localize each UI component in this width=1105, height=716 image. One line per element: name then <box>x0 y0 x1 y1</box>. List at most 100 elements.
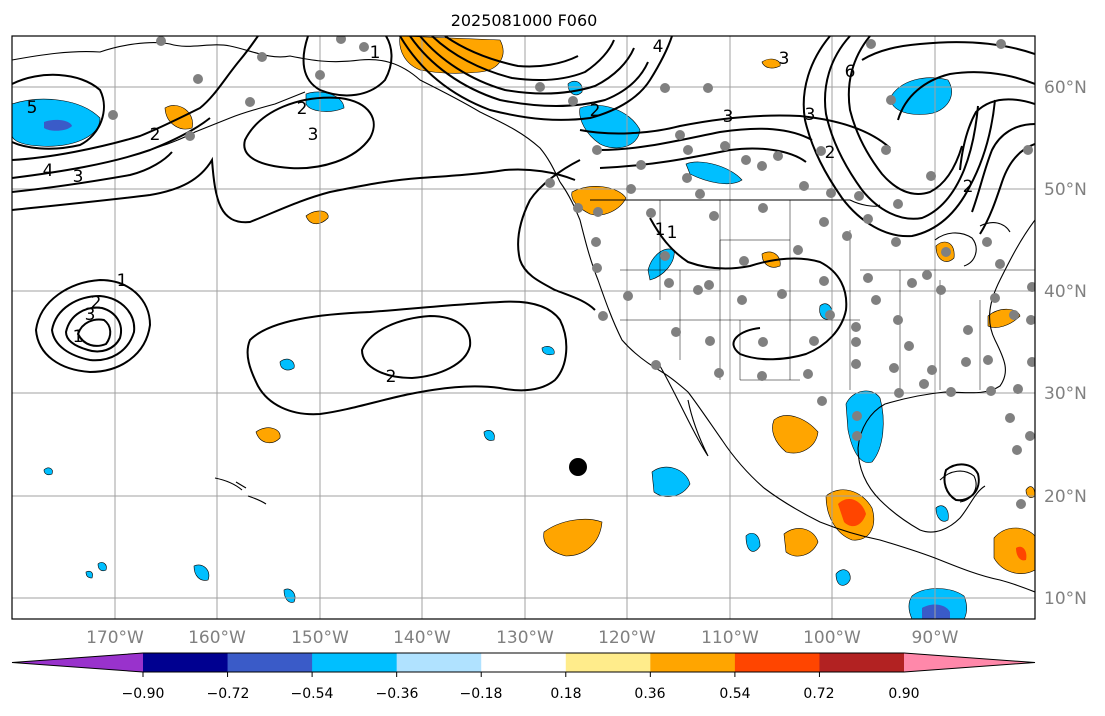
colorbar-ticks: −0.90 −0.72 −0.54 −0.36 −0.18 0.18 0.36 … <box>122 686 920 702</box>
contour-label: 4 <box>653 37 664 57</box>
contour-line <box>12 156 576 224</box>
contour-line <box>76 318 112 347</box>
lat-label: 30°N <box>1044 384 1087 404</box>
baja-california <box>659 365 709 457</box>
contour-label: 3 <box>73 167 84 187</box>
fill-negative <box>935 505 949 522</box>
colorbar-tick-label: −0.54 <box>291 686 334 702</box>
marker-point <box>569 458 587 476</box>
fill-negative <box>85 570 93 579</box>
lon-label: 120°W <box>598 628 656 648</box>
fill-positive <box>543 519 603 557</box>
lat-label: 60°N <box>1044 78 1087 98</box>
colorbar-extend-low <box>12 653 143 672</box>
fill-positive <box>305 210 329 225</box>
lon-label: 170°W <box>86 628 144 648</box>
fill-negative <box>43 467 53 476</box>
contour-line <box>12 117 211 179</box>
contour-label: 1 <box>667 223 678 243</box>
fill-negative <box>835 569 851 586</box>
contour-label: 3 <box>805 105 816 125</box>
colorbar-segment <box>650 653 736 672</box>
colorbar <box>11 652 1036 677</box>
contour-label: 2 <box>297 99 308 119</box>
fill-positive <box>1025 486 1035 498</box>
contour-line <box>302 36 393 97</box>
contour-label: 1 <box>655 220 666 240</box>
contour-line <box>824 36 979 220</box>
contour-label: 1 <box>117 271 128 291</box>
lon-label: 100°W <box>803 628 861 648</box>
colorbar-tick-label: −0.36 <box>376 686 419 702</box>
colorbar-tick-label: 0.54 <box>719 686 750 702</box>
lat-label: 40°N <box>1044 282 1087 302</box>
contour-line <box>802 36 996 238</box>
contour-label: 5 <box>27 98 38 118</box>
colorbar-segment <box>481 653 567 672</box>
contour-line <box>431 36 615 81</box>
contour-label: 2 <box>963 177 974 197</box>
map-frame <box>11 35 1036 620</box>
lat-labels: 60°N 50°N 40°N 30°N 20°N 10°N <box>1044 78 1087 609</box>
contour-label: 1 <box>73 327 84 347</box>
contour-label: 3 <box>85 305 96 325</box>
colorbar-tick-label: 0.36 <box>634 686 665 702</box>
contour-line <box>517 159 596 311</box>
contour-line <box>971 123 1035 213</box>
colorbar-tick-label: 0.72 <box>803 686 834 702</box>
contour-label: 6 <box>845 62 856 82</box>
contour-line <box>959 98 1035 171</box>
contour-label: 2 <box>91 293 102 313</box>
alaska-coast <box>12 42 561 183</box>
fill-negative <box>651 466 691 497</box>
aleutian-islands <box>149 91 306 151</box>
fill-negative <box>685 161 743 185</box>
lon-label: 160°W <box>188 628 246 648</box>
gulf-coast <box>857 219 1035 533</box>
fill-positive <box>783 528 819 557</box>
fill-positive <box>164 105 193 130</box>
contour-label: 2 <box>386 367 397 387</box>
contour-line <box>12 73 105 150</box>
fill-positive <box>399 36 504 74</box>
colorbar-tick-label: −0.90 <box>122 686 165 702</box>
colorbar-tick-label: 0.18 <box>550 686 581 702</box>
contour-line <box>943 463 980 502</box>
contour-line <box>847 36 963 195</box>
contour-line <box>399 36 673 121</box>
colorbar-segment <box>227 653 313 672</box>
fill-positive <box>772 415 819 454</box>
lon-label: 140°W <box>393 628 451 648</box>
colorbar-segment <box>734 653 820 672</box>
contour-line <box>409 36 649 107</box>
contour-label: 2 <box>825 143 836 163</box>
colorbar-segment <box>312 653 398 672</box>
lat-label: 50°N <box>1044 180 1087 200</box>
fill-negative <box>193 564 210 581</box>
contour-line <box>246 300 568 416</box>
colorbar-segment <box>143 653 229 672</box>
lon-label: 90°W <box>912 628 959 648</box>
map-area: 5 2 4 3 2 3 1 2 1 4 3 3 3 6 2 2 1 2 3 1 … <box>12 36 1035 619</box>
lon-label: 130°W <box>496 628 554 648</box>
fill-negative <box>483 430 495 441</box>
fill-negative <box>845 390 884 463</box>
contour-label: 1 <box>370 43 381 63</box>
colorbar-tick-label: −0.72 <box>207 686 250 702</box>
colorbar-extend-high <box>904 653 1035 672</box>
fill-negative <box>283 588 296 603</box>
contour-line <box>979 143 1035 235</box>
fill-negative <box>745 533 761 552</box>
contour-line <box>599 127 813 151</box>
colorbar-segment <box>565 653 651 672</box>
colorbar-segment <box>819 653 905 672</box>
contour-line <box>444 36 579 68</box>
contour-label: 2 <box>590 101 601 121</box>
contour-line <box>34 278 152 374</box>
colorbar-tick-label: −0.18 <box>460 686 503 702</box>
contour-line <box>897 71 1035 121</box>
fill-positive <box>838 499 866 527</box>
colorbar-tick-label: 0.90 <box>888 686 919 702</box>
lat-label: 20°N <box>1044 487 1087 507</box>
